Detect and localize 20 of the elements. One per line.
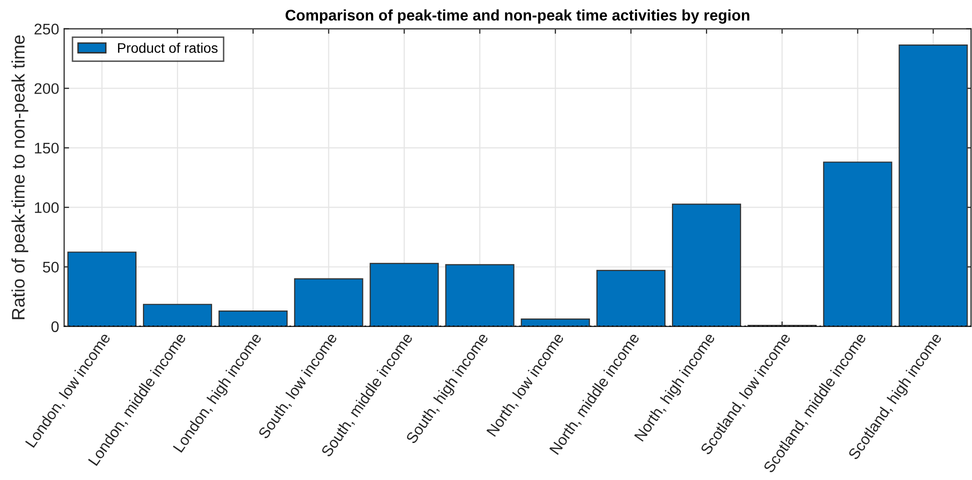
y-tick-label: 200 [34,83,59,94]
chart-title: Comparison of peak-time and non-peak time activities by region [286,9,750,24]
legend-label: Product of ratios [118,42,218,53]
bar [823,162,892,326]
y-tick-label: 0 [51,321,59,332]
bar [142,304,212,326]
bar [218,310,288,326]
y-axis-title: Ratio of peak-time to non-peak time [11,35,28,320]
bar [67,252,136,326]
bar [294,278,364,326]
y-tick-label: 250 [34,24,59,34]
y-tick-label: 50 [42,262,59,273]
bar [596,270,666,326]
bar [898,44,968,326]
bar [672,204,742,326]
bar [520,318,590,326]
bar [370,262,439,326]
y-tick-label: 100 [34,202,59,214]
bar [445,264,514,326]
y-tick-label: 150 [34,142,59,154]
